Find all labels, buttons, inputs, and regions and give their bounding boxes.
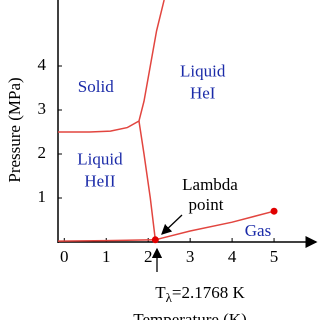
phase-boundary [138,120,157,240]
phase-boundary [58,0,165,133]
y-tick-label: 2 [38,143,47,162]
x-tick-label: 0 [60,247,69,266]
region-label: Solid [78,77,114,96]
region-label: Liquid [180,62,226,81]
phase-boundary [57,210,275,242]
annotation-sub: λ [166,290,173,305]
x-tick-label: 4 [228,247,237,266]
y-tick-label: 3 [38,99,47,118]
t-lambda-annotation: Tλ=2.1768 K [155,283,245,305]
point-marker [270,207,278,215]
point-marker [151,236,159,244]
y-tick-label: 4 [38,55,47,74]
annotation-rest: =2.1768 K [172,283,246,302]
annotation-base: T [155,283,166,302]
x-tick-label: 1 [102,247,111,266]
lambda-arrow [161,214,183,235]
region-label: HeI [190,84,216,103]
lambda-label: Lambda [182,175,238,194]
gas-label: Gas [245,221,271,240]
region-label: Liquid [77,150,123,169]
y-tick-label: 1 [38,187,47,206]
y-axis-label: Pressure (MPa) [5,77,24,182]
x-tick-label: 2 [144,247,153,266]
x-axis-label: Temperature (K) [133,310,247,320]
region-label: HeII [84,172,115,191]
x-tick-label: 3 [186,247,195,266]
lambda-label: point [189,195,224,214]
x-tick-label: 5 [270,247,279,266]
